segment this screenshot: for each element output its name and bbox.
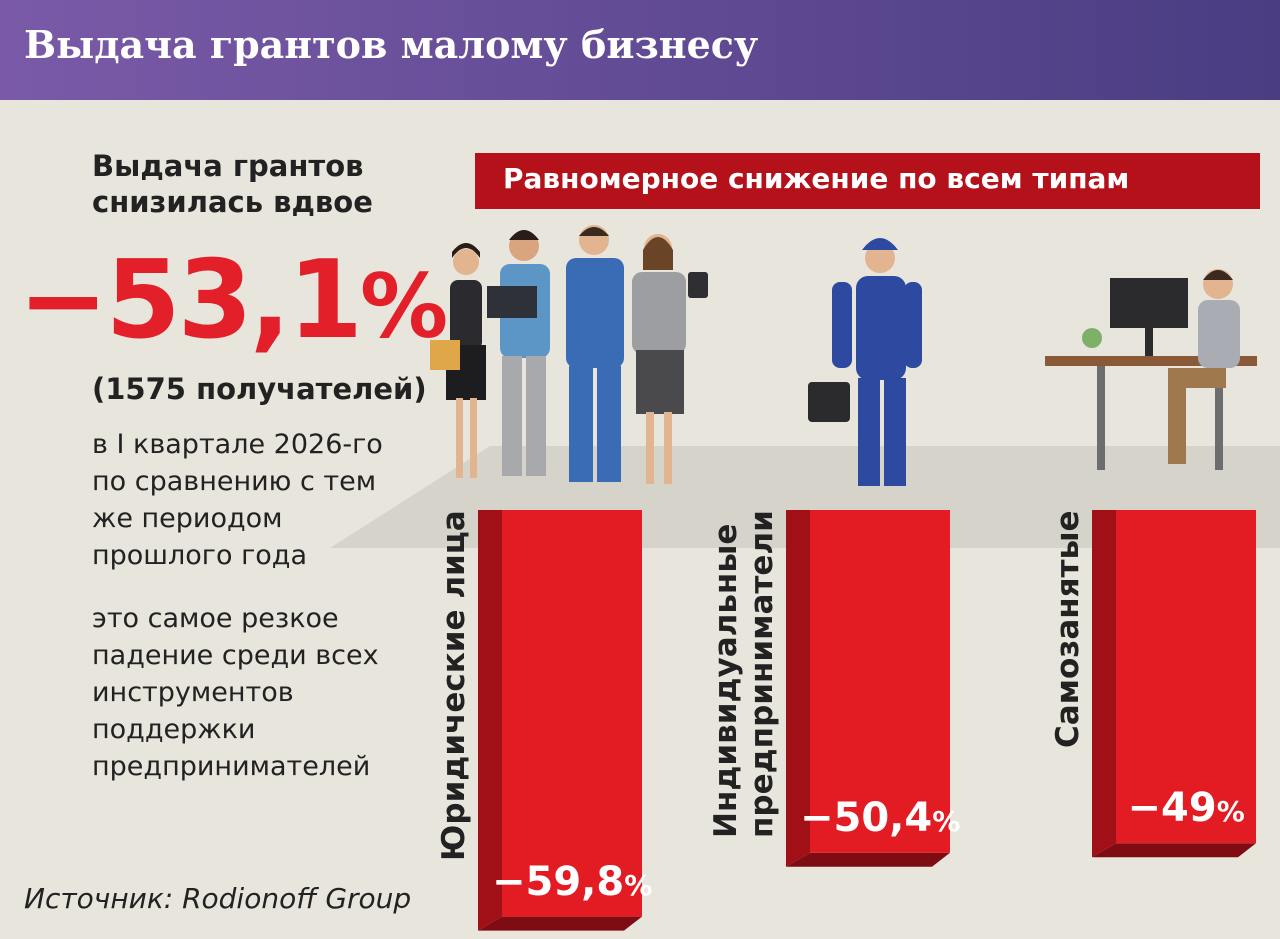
bar-value-label-1: −50,4% bbox=[800, 795, 960, 841]
bar-value-label-2: −49% bbox=[1128, 785, 1245, 831]
period-text: в I квартале 2026-го по сравнению с тем … bbox=[92, 429, 383, 571]
bar-value-unit-0: % bbox=[624, 868, 653, 902]
freelancer-icon bbox=[1045, 269, 1257, 470]
bar-value-number-2: −49 bbox=[1127, 785, 1217, 832]
bar-2 bbox=[1116, 510, 1256, 844]
bar-0 bbox=[502, 510, 642, 917]
category-label-1: Индивидуальные предприниматели bbox=[708, 510, 780, 838]
bar-side-0 bbox=[478, 510, 502, 931]
bar-value-number-1: −50,4 bbox=[800, 794, 933, 841]
worker-icon bbox=[808, 238, 922, 486]
bar-value-label-0: −59,8% bbox=[492, 859, 652, 905]
category-label-line: Индивидуальные bbox=[708, 523, 744, 838]
category-label-0: Юридические лица bbox=[436, 510, 472, 861]
big-percent: −53,1% bbox=[18, 246, 448, 362]
bar-value-unit-1: % bbox=[932, 804, 961, 838]
page-title: Выдача грантов малому бизнесу bbox=[24, 22, 759, 67]
bar-side-2 bbox=[1092, 510, 1116, 858]
chart-title: Равномерное снижение по всем типам bbox=[503, 162, 1130, 195]
bar-base-1 bbox=[786, 852, 950, 867]
category-label-line: предприниматели bbox=[744, 510, 780, 838]
category-label-line: Самозанятые bbox=[1050, 510, 1086, 748]
bar-value-unit-2: % bbox=[1216, 795, 1245, 829]
note-text: это самое резкое падение среди всех инст… bbox=[92, 603, 379, 782]
bar-1 bbox=[810, 510, 950, 853]
recipients-count: (1575 получателей) bbox=[92, 372, 427, 406]
chart-banner: Равномерное снижение по всем типам bbox=[475, 153, 1260, 209]
lead-text: Выдача грантов снизилась вдвое bbox=[92, 149, 373, 219]
header-bar: Выдача грантов малому бизнесу bbox=[0, 0, 1280, 100]
bar-side-1 bbox=[786, 510, 810, 867]
bar-value-number-0: −59,8 bbox=[492, 858, 625, 905]
category-label-2: Самозанятые bbox=[1050, 510, 1086, 748]
category-label-line: Юридические лица bbox=[436, 510, 472, 861]
source-text: Источник: Rodionoff Group bbox=[24, 882, 412, 915]
bar-base-2 bbox=[1092, 843, 1256, 858]
big-percent-value: −53,1 bbox=[18, 238, 363, 363]
business-team-icon bbox=[430, 225, 708, 484]
bar-base-0 bbox=[478, 916, 642, 931]
